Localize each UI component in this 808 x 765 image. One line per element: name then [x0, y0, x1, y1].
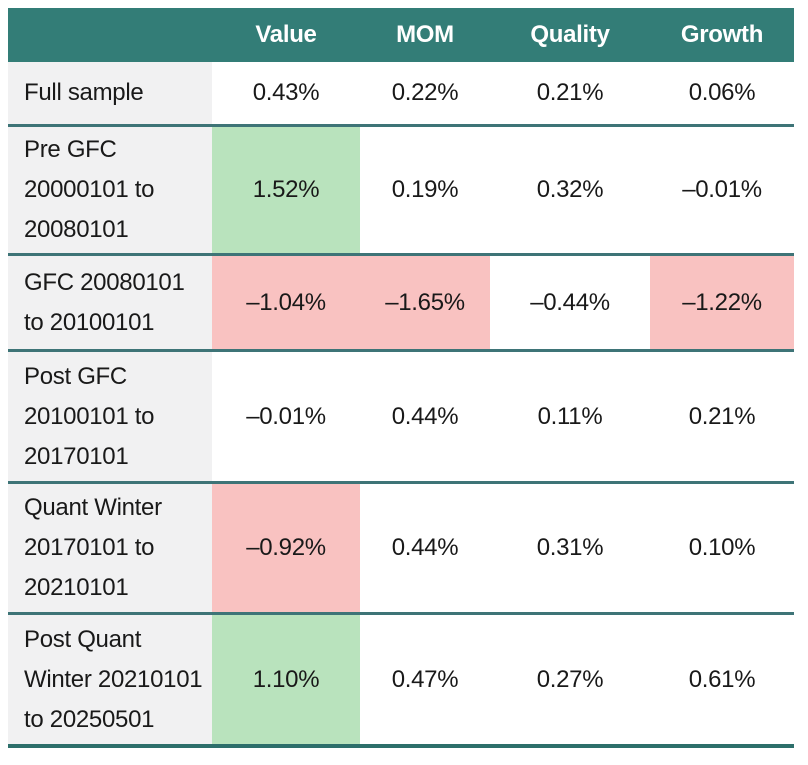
column-header-quality: Quality: [530, 21, 610, 48]
factor-returns-table: Value MOM Quality Growth Full sample 0.4…: [8, 8, 794, 748]
row-label: Post Quant Winter 20210101 to 20250501: [8, 615, 212, 744]
table-row: Pre GFC 20000101 to 20080101 1.52% 0.19%…: [8, 124, 794, 253]
value-cell: 0.27%: [490, 615, 650, 744]
value-cell: –0.92%: [212, 484, 360, 612]
value-cell: 0.10%: [650, 484, 794, 612]
column-header-growth: Growth: [680, 21, 764, 48]
table-row: Post GFC 20100101 to 20170101 –0.01% 0.4…: [8, 349, 794, 481]
value-cell: 1.52%: [212, 127, 360, 253]
value-cell: 0.21%: [490, 62, 650, 124]
row-label: Full sample: [8, 62, 212, 124]
value-cell: 0.06%: [650, 62, 794, 124]
row-label: Pre GFC 20000101 to 20080101: [8, 127, 212, 253]
value-cell: 0.44%: [360, 484, 490, 612]
value-cell: 0.11%: [490, 352, 650, 481]
column-header-value: Value: [255, 21, 317, 48]
table-row: Post Quant Winter 20210101 to 20250501 1…: [8, 612, 794, 744]
table-row: GFC 20080101 to 20100101 –1.04% –1.65% –…: [8, 253, 794, 349]
value-cell: 1.10%: [212, 615, 360, 744]
value-cell: 0.21%: [650, 352, 794, 481]
value-cell: 0.22%: [360, 62, 490, 124]
row-label: GFC 20080101 to 20100101: [8, 256, 212, 349]
value-cell: –1.65%: [360, 256, 490, 349]
column-header-mom: MOM: [396, 21, 454, 48]
value-cell: –1.22%: [650, 256, 794, 349]
value-cell: 0.19%: [360, 127, 490, 253]
row-label: Quant Winter 20170101 to 20210101: [8, 484, 212, 612]
row-label: Post GFC 20100101 to 20170101: [8, 352, 212, 481]
column-header-empty: [8, 8, 212, 62]
value-cell: –1.04%: [212, 256, 360, 349]
header-row: Value MOM Quality Growth: [8, 8, 794, 62]
value-cell: –0.01%: [650, 127, 794, 253]
value-cell: 0.43%: [212, 62, 360, 124]
value-cell: –0.01%: [212, 352, 360, 481]
value-cell: 0.47%: [360, 615, 490, 744]
value-cell: 0.31%: [490, 484, 650, 612]
table-row: Quant Winter 20170101 to 20210101 –0.92%…: [8, 481, 794, 612]
table-row: Full sample 0.43% 0.22% 0.21% 0.06%: [8, 62, 794, 124]
value-cell: 0.32%: [490, 127, 650, 253]
value-cell: 0.61%: [650, 615, 794, 744]
value-cell: 0.44%: [360, 352, 490, 481]
value-cell: –0.44%: [490, 256, 650, 349]
